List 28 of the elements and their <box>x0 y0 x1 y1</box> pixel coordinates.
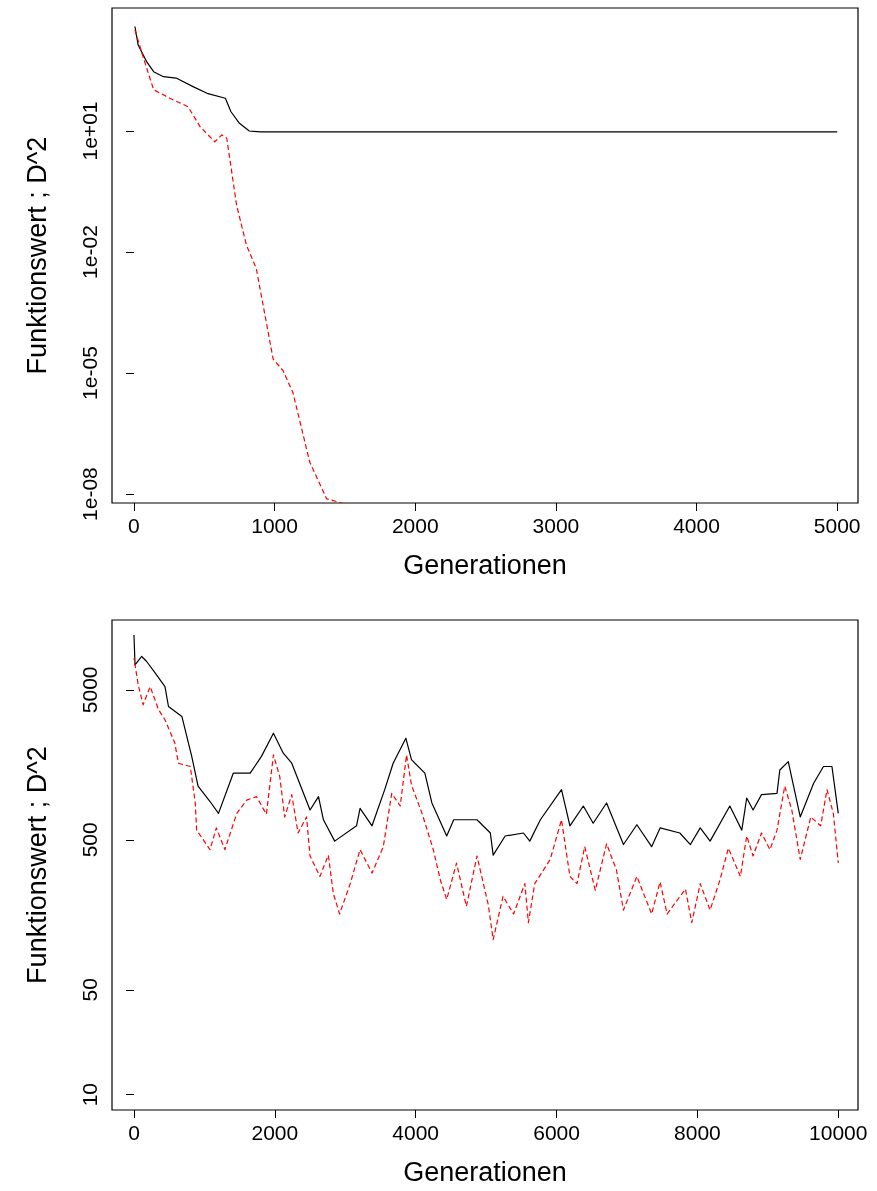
x-tick-label: 2000 <box>251 1121 299 1144</box>
x-tick-label: 3000 <box>532 514 580 537</box>
line-series <box>133 634 839 856</box>
y-tick-label: 1e-02 <box>78 225 101 279</box>
x-tick-label: 10000 <box>809 1121 868 1144</box>
y-tick-label: 500 <box>78 822 101 858</box>
x-tick-label: 4000 <box>392 1121 440 1144</box>
x-axis-title: Generationen <box>403 549 567 580</box>
y-axis-title: Funktionswert ; D^2 <box>21 136 52 375</box>
x-tick-label: 6000 <box>533 1121 580 1144</box>
x-axis-title: Generationen <box>403 1156 567 1187</box>
y-tick-label: 5000 <box>78 666 101 714</box>
y-tick-label: 1e-08 <box>78 467 101 521</box>
x-tick-label: 8000 <box>674 1121 721 1144</box>
y-tick-label: 1e-05 <box>78 346 101 400</box>
y-tick-label: 50 <box>78 978 101 1002</box>
x-tick-label: 5000 <box>813 514 861 537</box>
x-tick-label: 4000 <box>673 514 720 537</box>
y-tick-label: 1e+01 <box>78 101 101 161</box>
x-tick-label: 0 <box>128 514 140 537</box>
y-tick-label: 10 <box>78 1082 101 1107</box>
line-series <box>134 25 838 133</box>
line-series <box>134 29 343 504</box>
x-tick-label: 1000 <box>251 514 298 537</box>
y-axis-title: Funktionswert ; D^2 <box>21 746 52 984</box>
line-series <box>133 657 839 941</box>
x-tick-label: 0 <box>128 1121 140 1144</box>
x-tick-label: 2000 <box>391 514 439 537</box>
